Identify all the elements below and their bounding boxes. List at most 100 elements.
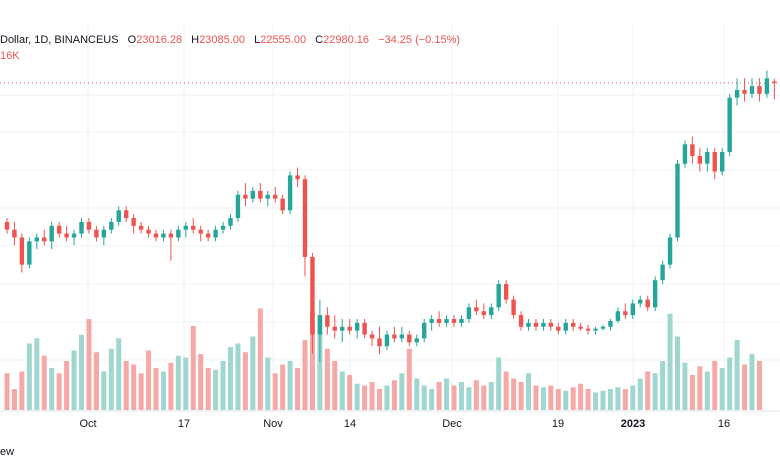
candle-body: [518, 315, 524, 327]
volume-bar: [473, 380, 479, 410]
volume-bar: [451, 385, 457, 410]
brand-fragment[interactable]: ew: [0, 446, 15, 458]
volume-bar: [399, 373, 405, 410]
candle-body: [630, 303, 635, 316]
ohlc-legend: Dollar, 1D, BINANCEUS O23016.28 H23085.0…: [0, 33, 460, 47]
candle-body: [563, 322, 568, 331]
candle-body: [652, 280, 658, 308]
volume-bar: [160, 371, 166, 410]
volume-bar: [548, 385, 554, 410]
close-value: 22980.16: [323, 34, 369, 46]
high-label: H: [191, 34, 200, 46]
volume-bar: [689, 375, 695, 410]
volume-bar: [205, 368, 211, 410]
change-value: −34.25 (−0.15%): [378, 34, 461, 46]
volume-bar: [228, 347, 233, 410]
candle-body: [235, 194, 241, 219]
volume-bar: [533, 385, 539, 410]
volume-bar: [585, 389, 591, 410]
candle-body: [436, 319, 442, 323]
volume-bar: [615, 387, 621, 410]
candle-body: [407, 334, 412, 343]
candle-body: [489, 307, 494, 316]
candle-body: [124, 210, 129, 219]
volume-bar: [637, 378, 643, 410]
volume-bar: [719, 368, 725, 410]
candle-body: [109, 221, 114, 230]
candle-body: [369, 334, 375, 339]
candle-body: [168, 233, 174, 238]
volume-bars: [4, 308, 762, 410]
high-value: 23085.00: [199, 34, 246, 46]
volume-bar: [198, 354, 204, 410]
volume-bar: [675, 336, 680, 410]
candle-body: [176, 229, 181, 238]
time-axis[interactable]: Oct 17 Nov 14 Dec 19 2023 16: [79, 418, 730, 430]
candle-body: [273, 194, 278, 199]
candle-body: [19, 237, 25, 265]
volume-bar: [607, 389, 613, 410]
candle-body: [265, 194, 270, 199]
candle-body: [705, 152, 710, 164]
volume-bar: [93, 352, 99, 410]
volume-bar: [34, 338, 40, 410]
volume-bar: [369, 382, 375, 410]
candle-body: [593, 328, 598, 331]
candle-body: [243, 194, 248, 199]
volume-bar: [354, 383, 360, 410]
candle-body: [377, 338, 382, 347]
candle-body: [287, 175, 293, 211]
volume-bar: [242, 352, 248, 410]
candle-body: [34, 237, 39, 242]
volume-bar: [101, 371, 107, 410]
candle-body: [533, 322, 539, 327]
volume-bar: [280, 364, 286, 410]
volume-bar: [697, 366, 703, 410]
candle-body: [220, 225, 226, 230]
volume-bar: [593, 392, 599, 410]
candle-body: [749, 86, 755, 94]
time-axis-tick: 19: [552, 418, 564, 430]
candle-body: [526, 322, 531, 327]
candles: [4, 70, 777, 362]
candle-body: [205, 233, 211, 238]
volume-bar: [220, 361, 226, 410]
volume-bar: [496, 357, 502, 410]
candle-body: [384, 334, 390, 347]
candle-body: [153, 233, 159, 238]
candle-body: [578, 326, 583, 329]
volume-bar: [570, 387, 576, 410]
candle-body: [94, 229, 99, 238]
candle-body: [347, 326, 352, 331]
candle-body: [511, 299, 516, 316]
candle-body: [429, 319, 434, 323]
candle-body: [422, 322, 427, 339]
volume-bar: [436, 382, 442, 410]
candle-body: [414, 338, 419, 343]
volume-bar: [108, 348, 114, 410]
volume-bar: [257, 308, 263, 410]
volume-bar: [660, 361, 666, 410]
candle-body: [682, 144, 688, 164]
candle-body: [727, 97, 732, 153]
candle-body: [660, 264, 665, 281]
volume-bar: [481, 385, 487, 410]
candle-body: [690, 144, 695, 156]
volume-bar: [600, 390, 606, 410]
time-axis-tick: 17: [178, 418, 190, 430]
volume-bar: [317, 315, 323, 410]
volume-bar: [391, 380, 397, 410]
candle-body: [64, 233, 69, 238]
volume-bar: [309, 312, 315, 410]
candle-body: [228, 218, 233, 226]
symbol-label[interactable]: Dollar, 1D, BINANCEUS: [0, 34, 119, 46]
volume-legend: 16K: [0, 50, 20, 62]
candle-body: [183, 225, 188, 230]
volume-bar: [377, 389, 382, 410]
candle-body: [772, 81, 777, 83]
candle-body: [548, 322, 554, 327]
volume-bar: [444, 378, 450, 410]
volume-bar: [250, 336, 256, 410]
volume-bar: [183, 357, 189, 410]
